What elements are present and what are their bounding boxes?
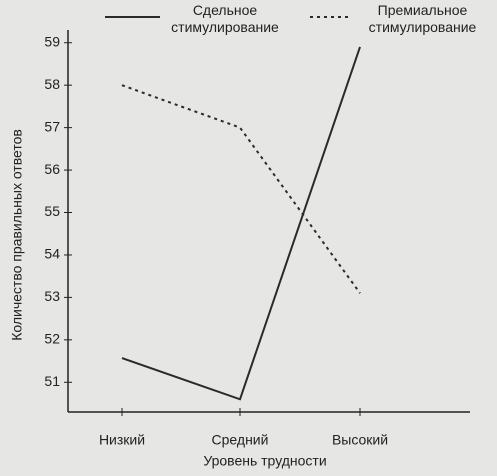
legend-label: Премиальное стимулирование — [368, 2, 477, 35]
y-tick-label: 54 — [44, 246, 60, 262]
y-tick-label: 52 — [44, 331, 60, 347]
x-tick-label: Средний — [212, 432, 269, 448]
y-tick-label: 51 — [44, 373, 60, 389]
x-tick-label: Высокий — [332, 432, 388, 448]
x-axis-label: Уровень трудности — [203, 453, 326, 469]
y-tick-label: 53 — [44, 288, 60, 304]
y-tick-label: 58 — [44, 76, 60, 92]
y-tick-label: 55 — [44, 203, 60, 219]
series-line — [121, 46, 361, 401]
y-tick-label: 59 — [44, 33, 60, 49]
x-tick-label: Низкий — [99, 432, 145, 448]
y-axis-label: Количество правильных ответов — [9, 129, 25, 341]
series-line — [121, 84, 361, 294]
y-tick-label: 56 — [44, 161, 60, 177]
legend-label: Сдельное стимулирование — [171, 2, 279, 35]
y-tick-label: 57 — [44, 118, 60, 134]
